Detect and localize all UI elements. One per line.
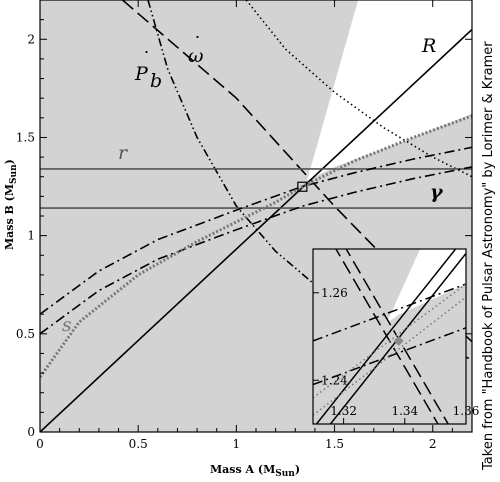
series-line-6 (40, 146, 472, 315)
inset-x-tick-label: 1.34 (391, 404, 418, 418)
series-line-8 (40, 114, 472, 378)
y-tick-label: 2 (27, 32, 35, 46)
label-gamma: γ (430, 181, 444, 203)
series-line-1 (121, 0, 472, 343)
inset-series-line-1 (329, 252, 466, 424)
series-line-3 (245, 0, 472, 178)
inset-clip (313, 249, 466, 424)
inset-zoom-plot: 1.32 1.34 1.36 1.24 1.26 (312, 248, 480, 425)
label-omega-dot: ˙ (191, 33, 201, 55)
inset-y-tick-label: 1.24 (321, 373, 348, 387)
label-s: s (62, 314, 72, 336)
inset-x-tick-label: 1.32 (330, 404, 357, 418)
label-pb-dot: ˙ (140, 48, 150, 70)
series-line-2 (147, 0, 472, 361)
y-tick-label: 0 (27, 425, 35, 439)
inset-y-tick-label: 1.26 (321, 286, 348, 300)
x-tick-label: 1.5 (325, 437, 344, 451)
inset-series-line-7 (313, 296, 466, 416)
intersection-marker (297, 181, 308, 192)
y-tick-label: 1.5 (16, 130, 35, 144)
inset-marker (393, 335, 404, 346)
label-omega: ω (188, 45, 204, 67)
allowed-region (307, 0, 472, 181)
x-tick-label: 0.5 (129, 437, 148, 451)
main-plot-area (40, 0, 472, 432)
label-pb-subscript: b (150, 70, 162, 92)
x-tick-label: 2 (429, 437, 437, 451)
y-axis-title: Mass B (MSun) (3, 159, 19, 250)
main-axes: 0 0.5 1 1.5 2 0 0.5 1 1.5 2 (16, 0, 473, 451)
inset-series-line-2 (345, 249, 450, 424)
label-r: r (118, 142, 129, 164)
y-tick-label: 1 (27, 229, 35, 243)
x-tick-label: 1 (233, 437, 241, 451)
series-line-7 (40, 166, 472, 335)
inset-series-line-4 (313, 283, 466, 342)
label-R: R (421, 35, 436, 57)
series-line-0 (40, 28, 472, 432)
inset-x-tick-label: 1.36 (453, 404, 480, 418)
y-tick-label: 0.5 (16, 327, 35, 341)
inset-series-line-6 (313, 283, 466, 399)
x-axis-title: Mass A (MSun) (210, 463, 300, 479)
x-tick-label: 0 (36, 437, 44, 451)
curve-labels: R ω ˙ P ˙ b r s γ (62, 33, 444, 336)
inset-frame (312, 248, 467, 425)
label-pb: P (134, 63, 149, 85)
inset-series-line-5 (313, 327, 466, 386)
source-credit: Taken from "Handbook of Pulsar Astronomy… (481, 41, 496, 471)
